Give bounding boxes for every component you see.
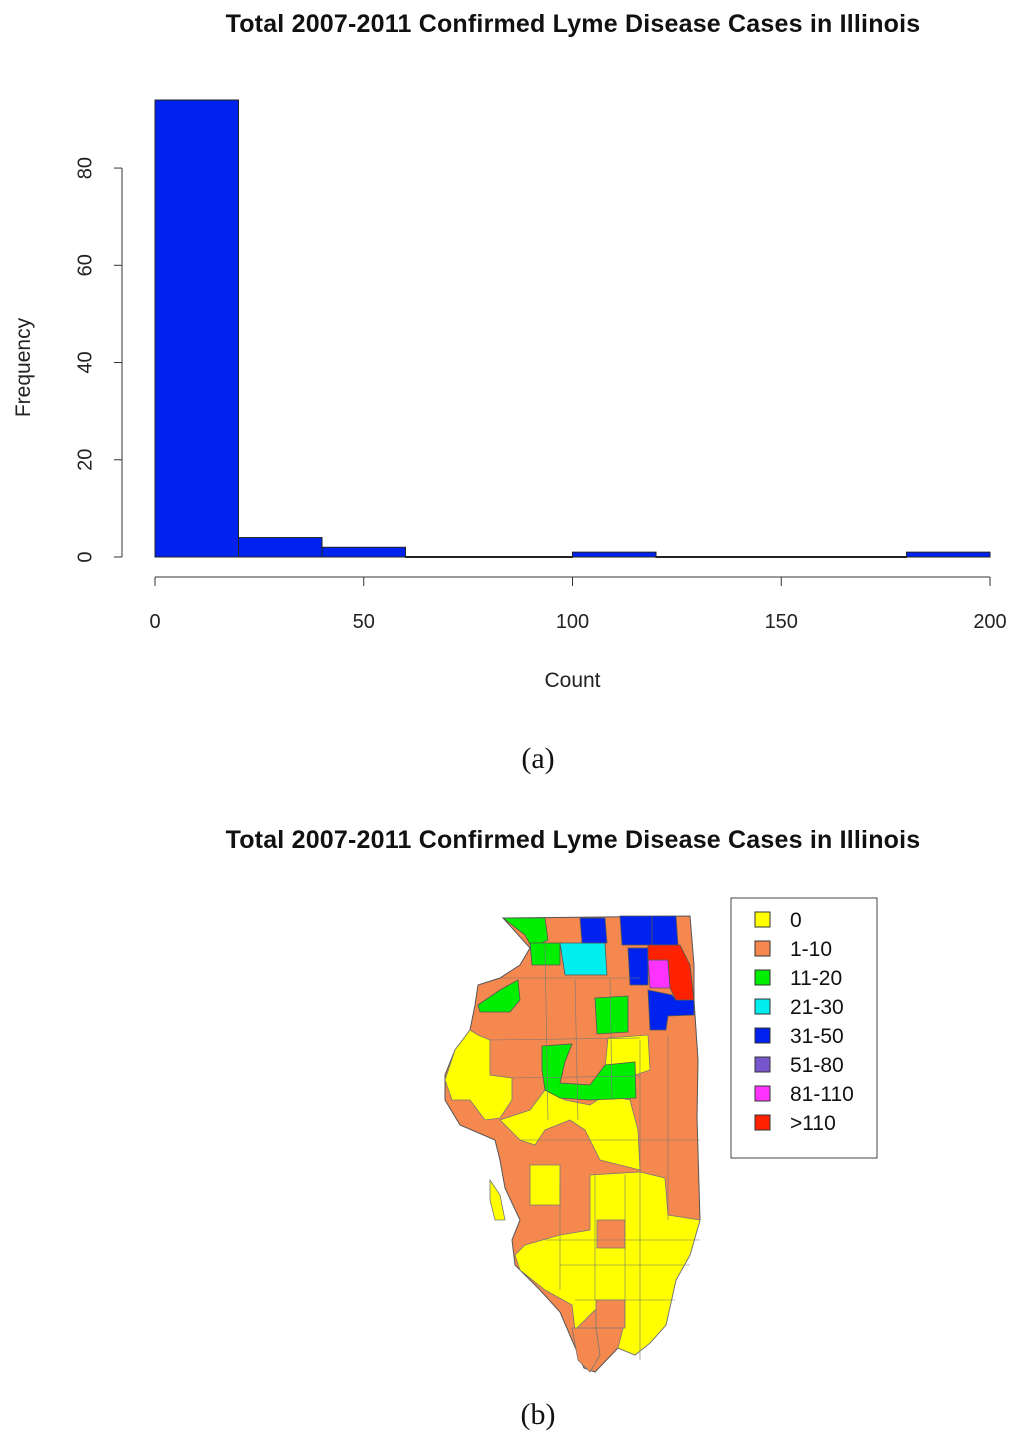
- y-tick-label: 60: [74, 254, 96, 276]
- legend-label: 31-50: [790, 1025, 844, 1048]
- histogram-bar: [405, 556, 490, 558]
- x-tick-label: 50: [353, 611, 375, 633]
- histogram-bar: [321, 546, 406, 558]
- x-tick-label: 100: [556, 611, 589, 633]
- legend-swatch: [754, 969, 771, 986]
- y-tick-label: 20: [74, 449, 96, 471]
- x-tick-label: 200: [973, 611, 1006, 633]
- histogram-bar: [906, 551, 991, 558]
- legend-label: 0: [790, 909, 802, 932]
- x-axis-title: Count: [544, 669, 600, 692]
- region-green-central: [541, 1043, 637, 1101]
- panel-label-b: (b): [520, 1398, 556, 1431]
- legend-label: >110: [790, 1112, 836, 1135]
- x-tick-label: 150: [765, 611, 798, 633]
- legend-swatch: [754, 1085, 771, 1102]
- region-magenta: [647, 959, 671, 989]
- legend-swatch: [754, 998, 771, 1015]
- illinois-map: 0 1-10 11-20 21-30 31-50 51-80 81-110 >110: [444, 897, 878, 1373]
- legend-label: 1-10: [790, 938, 832, 961]
- y-tick-label: 80: [74, 157, 96, 179]
- histogram-bar: [655, 556, 740, 558]
- region-blue-b: [619, 915, 653, 946]
- x-tick-label: 0: [149, 611, 160, 633]
- legend-swatch: [754, 1114, 771, 1131]
- histogram-title: Total 2007-2011 Confirmed Lyme Disease C…: [225, 10, 921, 38]
- region-low-south-c: [571, 1327, 601, 1373]
- panel-label-a: (a): [521, 742, 555, 775]
- region-zero-west-low: [489, 1178, 506, 1221]
- histogram-bar: [822, 556, 907, 558]
- y-axis-title: Frequency: [12, 317, 35, 417]
- histogram-bar: [488, 556, 573, 558]
- histogram-bar: [154, 99, 239, 558]
- region-blue-a: [579, 917, 608, 944]
- county-regions: [444, 915, 701, 1373]
- region-zero-west: [444, 1029, 513, 1121]
- legend-swatch: [754, 940, 771, 957]
- map-panel: Total 2007-2011 Confirmed Lyme Disease C…: [0, 800, 1024, 1452]
- histogram-bar: [739, 556, 824, 558]
- region-low-south-b: [595, 1299, 626, 1329]
- legend-swatch: [754, 1056, 771, 1073]
- region-blue-d: [627, 947, 649, 986]
- region-red: [647, 944, 695, 1001]
- map-title: Total 2007-2011 Confirmed Lyme Disease C…: [225, 826, 921, 854]
- legend-label: 51-80: [790, 1054, 844, 1077]
- histogram-panel: Total 2007-2011 Confirmed Lyme Disease C…: [12, 10, 1007, 775]
- legend-swatch: [754, 1027, 771, 1044]
- region-zero-south: [514, 1171, 701, 1356]
- histogram-plot: 0 20 40 60 80 0 50 100 150 200 Count Frequency: [12, 99, 1007, 692]
- histogram-bar: [572, 551, 657, 558]
- region-zero-wcentral: [529, 1164, 561, 1206]
- legend-swatch: [754, 911, 771, 928]
- map-legend: 0 1-10 11-20 21-30 31-50 51-80 81-110 >110: [730, 897, 878, 1159]
- region-cyan: [559, 942, 608, 976]
- legend-label: 21-30: [790, 996, 844, 1019]
- legend-label: 11-20: [790, 967, 842, 990]
- y-tick-label: 0: [74, 551, 96, 562]
- histogram-bar: [238, 537, 323, 558]
- region-low-south-a: [596, 1219, 626, 1249]
- county-borders: [489, 944, 700, 1360]
- region-green-north: [594, 995, 629, 1035]
- y-tick-label: 40: [74, 351, 96, 373]
- region-blue-c: [651, 915, 679, 946]
- region-green-west: [477, 979, 521, 1013]
- legend-label: 81-110: [790, 1083, 854, 1106]
